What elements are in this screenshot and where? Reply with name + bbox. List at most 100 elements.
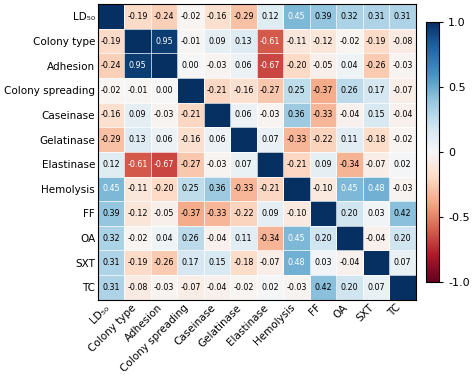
- Text: -0.26: -0.26: [366, 61, 386, 70]
- Text: 0.31: 0.31: [367, 12, 385, 21]
- Text: -0.21: -0.21: [181, 110, 201, 119]
- Text: -0.08: -0.08: [128, 283, 148, 292]
- Text: -0.03: -0.03: [207, 61, 228, 70]
- Text: -0.08: -0.08: [392, 37, 413, 46]
- Text: -0.02: -0.02: [234, 283, 254, 292]
- Text: 0.45: 0.45: [102, 184, 120, 193]
- Text: 0.06: 0.06: [235, 110, 253, 119]
- Text: -0.02: -0.02: [339, 37, 360, 46]
- Text: -0.03: -0.03: [154, 110, 174, 119]
- Text: -0.18: -0.18: [366, 135, 386, 144]
- Text: 0.95: 0.95: [129, 61, 146, 70]
- Text: -0.26: -0.26: [154, 258, 174, 267]
- Text: -0.02: -0.02: [128, 234, 148, 243]
- Text: -0.04: -0.04: [207, 283, 228, 292]
- Text: -0.16: -0.16: [234, 86, 254, 95]
- Text: 0.95: 0.95: [155, 37, 173, 46]
- Text: 0.31: 0.31: [394, 12, 411, 21]
- Text: -0.04: -0.04: [339, 110, 360, 119]
- Text: -0.11: -0.11: [286, 37, 307, 46]
- Text: -0.67: -0.67: [260, 61, 281, 70]
- Text: 0.12: 0.12: [102, 160, 120, 169]
- Text: -0.21: -0.21: [286, 160, 307, 169]
- Text: 0.42: 0.42: [314, 283, 332, 292]
- Text: 0.26: 0.26: [182, 234, 200, 243]
- Text: -0.07: -0.07: [366, 160, 386, 169]
- Text: 0.48: 0.48: [367, 184, 385, 193]
- Text: 0.20: 0.20: [341, 283, 358, 292]
- Text: -0.22: -0.22: [233, 209, 254, 218]
- Text: -0.21: -0.21: [260, 184, 281, 193]
- Text: 0.09: 0.09: [314, 160, 332, 169]
- Text: -0.03: -0.03: [392, 184, 413, 193]
- Text: -0.19: -0.19: [101, 37, 121, 46]
- Text: -0.03: -0.03: [392, 61, 413, 70]
- Text: 0.32: 0.32: [341, 12, 358, 21]
- Text: -0.24: -0.24: [154, 12, 174, 21]
- Text: -0.34: -0.34: [260, 234, 281, 243]
- Text: -0.21: -0.21: [207, 86, 228, 95]
- Text: -0.07: -0.07: [260, 258, 281, 267]
- Text: 0.39: 0.39: [314, 12, 332, 21]
- Text: 0.48: 0.48: [288, 258, 305, 267]
- Text: -0.07: -0.07: [181, 283, 201, 292]
- Text: -0.61: -0.61: [128, 160, 148, 169]
- Text: -0.61: -0.61: [260, 37, 281, 46]
- Text: -0.02: -0.02: [392, 135, 413, 144]
- Text: -0.16: -0.16: [101, 110, 121, 119]
- Text: -0.05: -0.05: [313, 61, 334, 70]
- Text: 0.06: 0.06: [235, 61, 253, 70]
- Text: 0.00: 0.00: [155, 86, 173, 95]
- Text: 0.09: 0.09: [209, 37, 226, 46]
- Text: -0.16: -0.16: [207, 12, 228, 21]
- Text: -0.37: -0.37: [181, 209, 201, 218]
- Text: -0.33: -0.33: [234, 184, 254, 193]
- Text: -0.12: -0.12: [128, 209, 148, 218]
- Text: -0.03: -0.03: [260, 110, 281, 119]
- Text: -0.02: -0.02: [181, 12, 201, 21]
- Text: -0.16: -0.16: [181, 135, 201, 144]
- Text: 0.39: 0.39: [102, 209, 120, 218]
- Text: -0.37: -0.37: [313, 86, 334, 95]
- Text: 0.12: 0.12: [261, 12, 279, 21]
- Text: -0.04: -0.04: [339, 258, 360, 267]
- Text: -0.33: -0.33: [313, 110, 333, 119]
- Text: 0.07: 0.07: [367, 283, 385, 292]
- Text: -0.04: -0.04: [392, 110, 413, 119]
- Text: 0.04: 0.04: [341, 61, 358, 70]
- Text: -0.03: -0.03: [154, 283, 174, 292]
- Text: 0.03: 0.03: [314, 258, 332, 267]
- Text: 0.11: 0.11: [341, 135, 358, 144]
- Text: 0.31: 0.31: [102, 283, 120, 292]
- Text: -0.22: -0.22: [313, 135, 334, 144]
- Text: 0.17: 0.17: [367, 86, 385, 95]
- Text: 0.03: 0.03: [367, 209, 385, 218]
- Text: 0.00: 0.00: [182, 61, 200, 70]
- Text: -0.11: -0.11: [128, 184, 148, 193]
- Text: -0.33: -0.33: [207, 209, 228, 218]
- Text: 0.42: 0.42: [394, 209, 411, 218]
- Text: 0.45: 0.45: [341, 184, 358, 193]
- Text: -0.20: -0.20: [154, 184, 174, 193]
- Text: -0.67: -0.67: [154, 160, 174, 169]
- Text: 0.15: 0.15: [209, 258, 226, 267]
- Text: -0.03: -0.03: [207, 160, 228, 169]
- Text: 0.36: 0.36: [209, 184, 226, 193]
- Text: 0.13: 0.13: [129, 135, 146, 144]
- Text: -0.10: -0.10: [286, 209, 307, 218]
- Text: -0.03: -0.03: [286, 283, 307, 292]
- Text: 0.07: 0.07: [235, 160, 253, 169]
- Text: 0.09: 0.09: [129, 110, 146, 119]
- Text: 0.02: 0.02: [261, 283, 279, 292]
- Text: 0.45: 0.45: [288, 12, 306, 21]
- Text: 0.45: 0.45: [288, 234, 306, 243]
- Text: -0.10: -0.10: [313, 184, 333, 193]
- Text: -0.04: -0.04: [366, 234, 386, 243]
- Text: 0.02: 0.02: [394, 160, 411, 169]
- Text: -0.20: -0.20: [286, 61, 307, 70]
- Text: 0.32: 0.32: [102, 234, 120, 243]
- Text: -0.01: -0.01: [128, 86, 148, 95]
- Text: -0.19: -0.19: [366, 37, 386, 46]
- Text: -0.04: -0.04: [207, 234, 228, 243]
- Text: 0.04: 0.04: [155, 234, 173, 243]
